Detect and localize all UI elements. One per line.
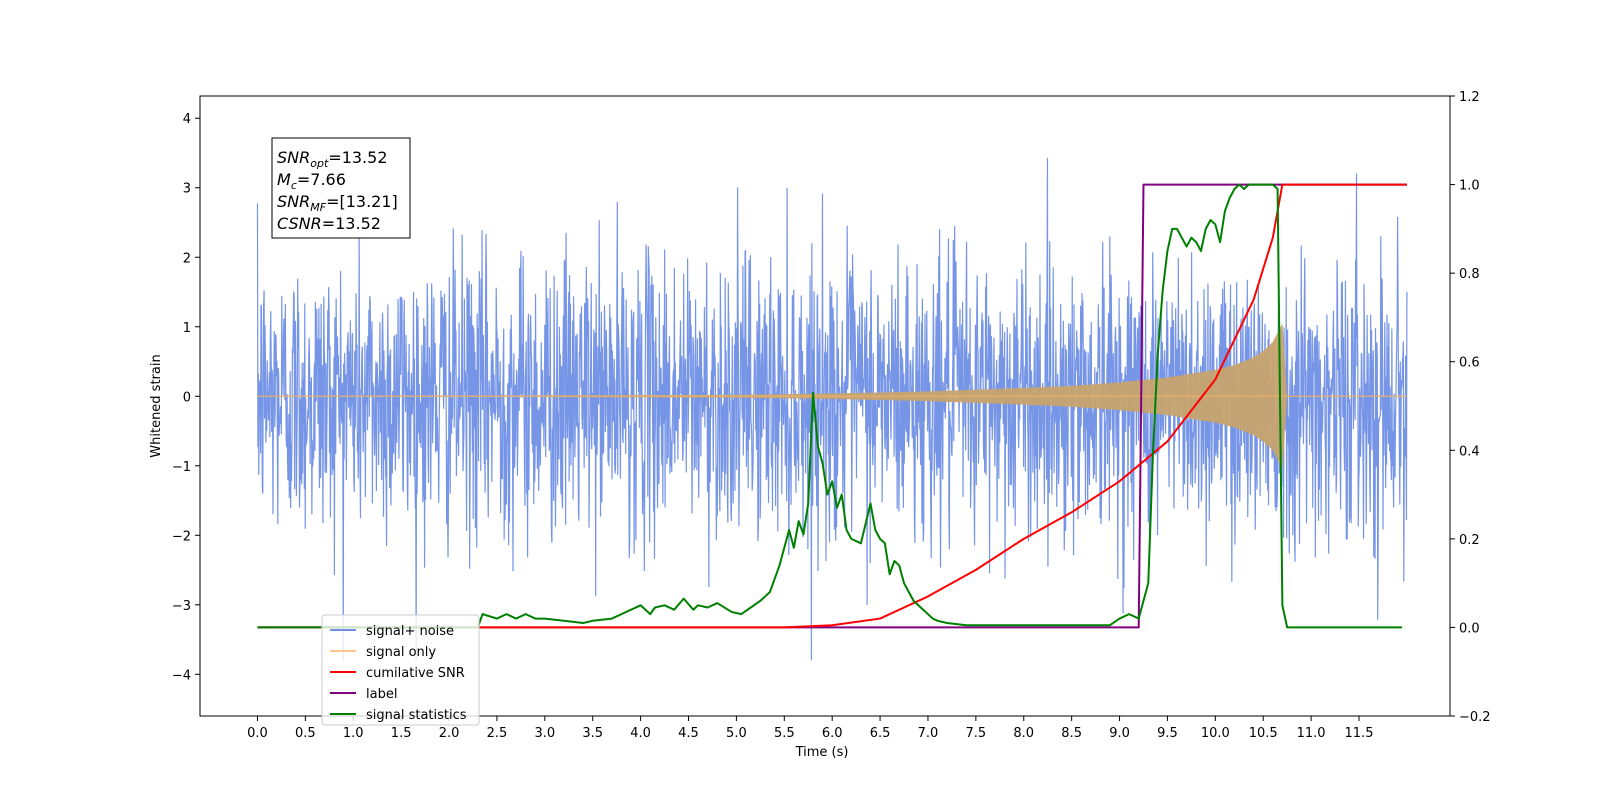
x-tick-label: 0.5	[295, 726, 316, 741]
legend-label: signal statistics	[366, 708, 467, 723]
x-axis-label: Time (s)	[795, 745, 849, 760]
x-tick-label: 9.0	[1109, 726, 1130, 741]
stats-line: SNRMF=[13.21]	[277, 192, 398, 214]
series-signal-statistics	[257, 183, 1403, 629]
y2-tick-label: 0.2	[1459, 533, 1480, 548]
legend-label: signal only	[366, 645, 436, 660]
x-tick-label: 1.5	[391, 726, 412, 741]
x-tick-label: 10.0	[1201, 726, 1230, 741]
x-tick-label: 9.5	[1157, 726, 1178, 741]
x-tick-label: 1.0	[343, 726, 364, 741]
x-tick-label: 11.0	[1297, 726, 1326, 741]
x-tick-label: 7.0	[918, 726, 939, 741]
x-tick-label: 10.5	[1249, 726, 1278, 741]
x-axis: 0.0 0.5 1.0 1.5 2.0 2.5 3.0 3.5 4.0 4.5 5.0 5.5 6.0 6…	[247, 716, 1373, 741]
x-tick-label: 2.0	[439, 726, 460, 741]
legend: signal+ noise signal only cumilative SNR la…	[321, 614, 480, 726]
x-tick-label: 4.0	[630, 726, 651, 741]
stats-line: Mc=7.66	[277, 170, 346, 192]
y-axis-label: Whitened strain	[149, 354, 164, 457]
y-tick-label: −4	[172, 668, 191, 683]
y2-tick-label: −0.2	[1459, 710, 1491, 725]
y-tick-label: −2	[172, 529, 191, 544]
y-tick-label: 1	[183, 321, 191, 336]
y-tick-label: −1	[172, 460, 191, 475]
x-tick-label: 6.0	[822, 726, 843, 741]
legend-label: label	[366, 687, 397, 702]
legend-label: cumilative SNR	[366, 666, 465, 681]
series-cumulative-snr	[257, 183, 1407, 629]
legend-frame	[321, 614, 480, 726]
y-tick-label: 2	[183, 251, 191, 266]
stats-box: SNRopt=13.52Mc=7.66SNRMF=[13.21]CSNR=13.…	[271, 137, 411, 239]
x-tick-label: 3.0	[534, 726, 555, 741]
y2-tick-label: 0.4	[1459, 444, 1480, 459]
y2-tick-label: 0.0	[1459, 621, 1480, 636]
x-tick-label: 6.5	[870, 726, 891, 741]
x-tick-label: 2.5	[487, 726, 508, 741]
legend-label: signal+ noise	[366, 624, 454, 639]
y-tick-label: 0	[183, 390, 191, 405]
x-tick-label: 4.5	[678, 726, 699, 741]
x-tick-label: 5.0	[726, 726, 747, 741]
y-tick-label: −3	[172, 599, 191, 614]
y-tick-label: 3	[183, 182, 191, 197]
stats-box-frame	[271, 137, 411, 239]
plot-area	[256, 157, 1408, 661]
x-tick-label: 5.5	[774, 726, 795, 741]
y-tick-label: 4	[183, 112, 191, 127]
stats-line: CSNR=13.52	[277, 214, 381, 233]
stats-line: SNRopt=13.52	[277, 148, 388, 170]
axes-frame	[199, 95, 1451, 717]
x-tick-label: 8.0	[1013, 726, 1034, 741]
x-tick-label: 8.5	[1061, 726, 1082, 741]
y2-tick-label: 0.8	[1459, 267, 1480, 282]
y-axis-left: −4 −3 −2 −1 0 1 2 3 4	[172, 112, 200, 683]
y2-tick-label: 0.6	[1459, 356, 1480, 371]
y2-tick-label: 1.2	[1459, 90, 1480, 105]
x-tick-label: 7.5	[966, 726, 987, 741]
x-tick-label: 0.0	[247, 726, 268, 741]
x-tick-label: 11.5	[1345, 726, 1374, 741]
y2-tick-label: 1.0	[1459, 179, 1480, 194]
y-axis-right: −0.2 0.0 0.2 0.4 0.6 0.8 1.0 1.2	[1450, 90, 1491, 725]
x-tick-label: 3.5	[582, 726, 603, 741]
